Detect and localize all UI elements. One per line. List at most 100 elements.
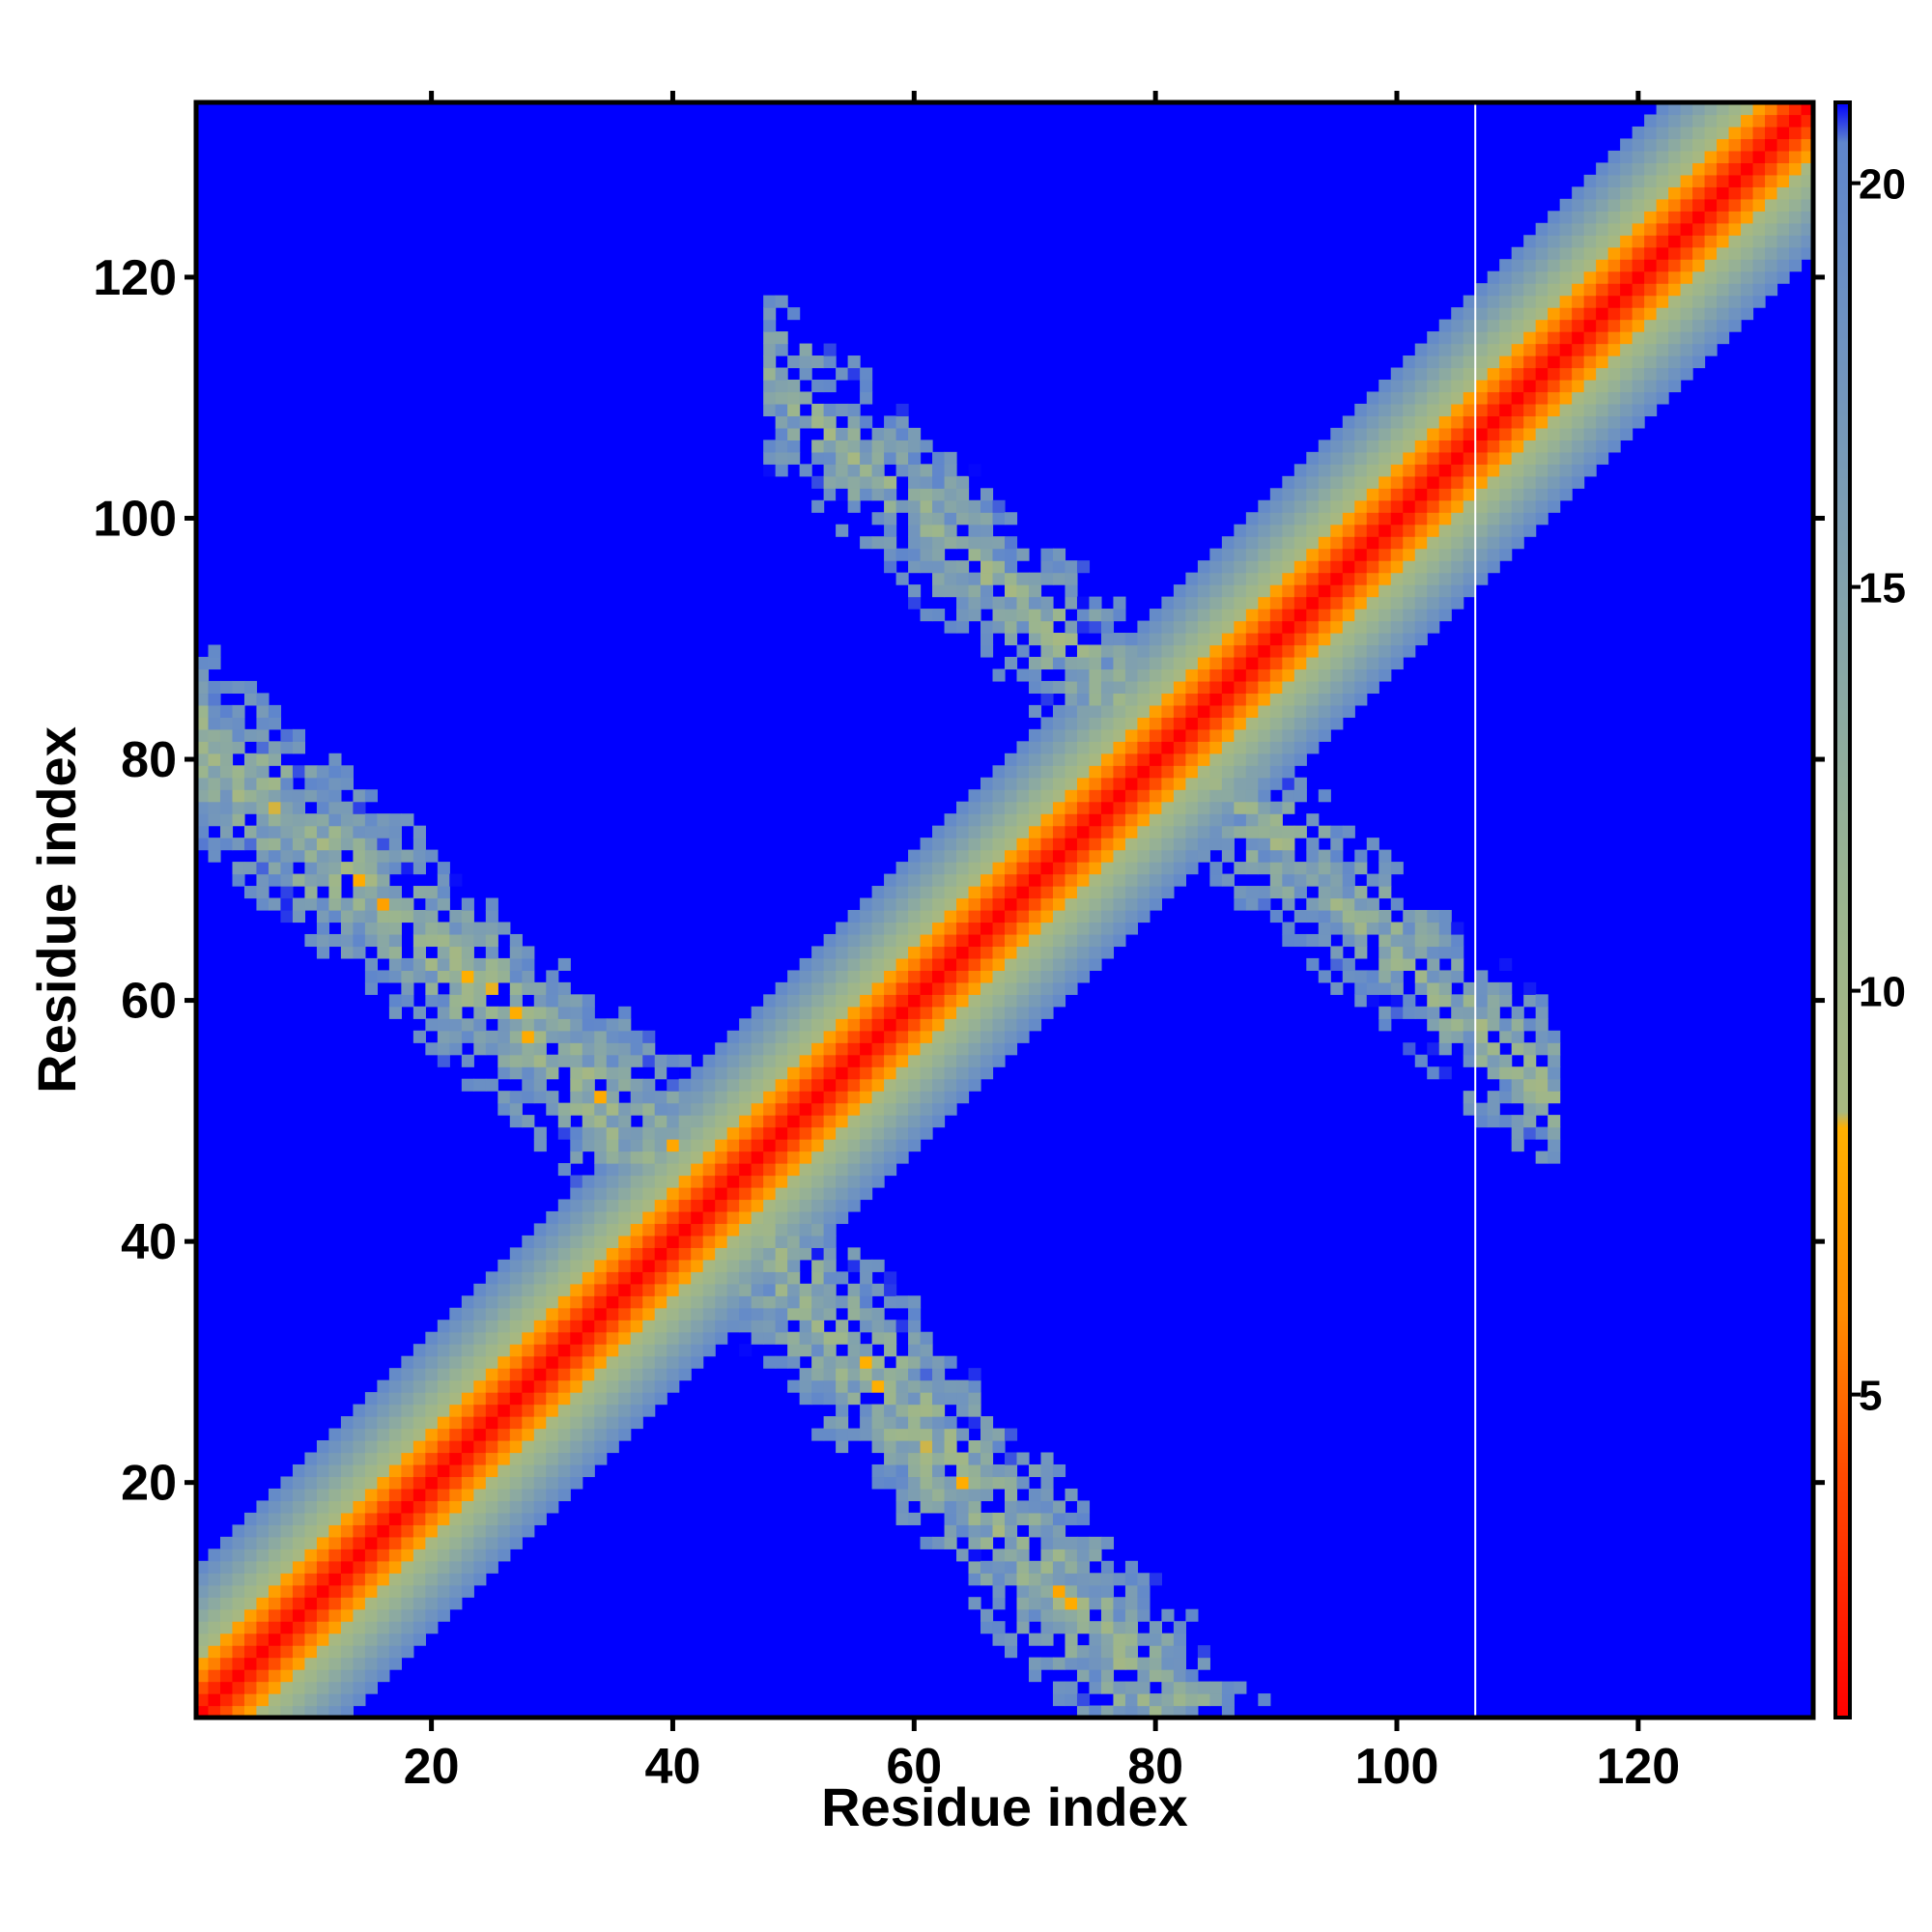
heatmap-cell [944,488,957,501]
heatmap-cell [980,1066,994,1080]
heatmap-cell [811,1210,825,1225]
heatmap-cell [570,1054,583,1067]
heatmap-cell [1052,1597,1066,1610]
heatmap-cell [1607,259,1621,272]
heatmap-cell [557,1463,571,1478]
heatmap-cell [1173,789,1186,803]
heatmap-cell [630,1344,643,1357]
heatmap-cell [1717,114,1730,128]
heatmap-cell [1656,367,1669,381]
heatmap-cell [763,1235,777,1248]
heatmap-cell [726,1295,740,1309]
heatmap-cell [1065,946,1078,959]
heatmap-cell [811,1355,825,1369]
heatmap-cell [437,1500,450,1514]
heatmap-cell [1318,536,1331,550]
heatmap-cell [775,1102,788,1116]
heatmap-cell [1040,693,1054,706]
heatmap-cell [667,1271,680,1285]
heatmap-cell [1318,584,1331,598]
heatmap-cell [726,1066,740,1080]
heatmap-cell [1717,211,1730,224]
heatmap-cell [1269,572,1283,585]
heatmap-cell [292,1669,306,1683]
heatmap-cell [606,1320,619,1333]
heatmap-cell [895,440,909,453]
heatmap-cell [1414,910,1428,923]
heatmap-cell [497,1512,511,1525]
heatmap-cell [1378,1018,1392,1032]
heatmap-cell [353,1597,366,1610]
heatmap-cell [364,1548,378,1562]
heatmap-cell [1005,862,1018,875]
heatmap-cell [691,1186,704,1201]
heatmap-cell [836,1428,849,1441]
heatmap-cell [256,1645,270,1659]
heatmap-cell [1149,886,1162,899]
heatmap-cell [243,680,258,695]
heatmap-cell [1245,849,1259,863]
heatmap-cell [1741,162,1754,176]
heatmap-cell [847,957,861,971]
heatmap-cell [654,1259,668,1272]
heatmap-cell [630,1392,643,1406]
heatmap-cell [1005,1428,1018,1441]
heatmap-cell [1293,488,1307,501]
heatmap-cell [763,1223,777,1236]
heatmap-cell [1221,789,1235,803]
heatmap-cell [1028,957,1042,971]
heatmap-cell [606,1151,619,1164]
heatmap-cell [1005,849,1018,863]
heatmap-cell [473,1379,487,1393]
heatmap-cell [208,1657,221,1670]
heatmap-cell [1668,259,1682,272]
heatmap-cell [1005,572,1018,585]
heatmap-cell [1293,717,1307,730]
heatmap-cell [1427,933,1440,948]
heatmap-cell [1005,536,1018,550]
heatmap-cell [232,765,245,779]
heatmap-cell [1378,849,1392,863]
heatmap-cell [691,1151,704,1164]
heatmap-cell [715,1331,728,1345]
heatmap-cell [1390,1006,1404,1019]
heatmap-cell [388,1608,402,1622]
heatmap-cell [1548,415,1561,429]
heatmap-cell [219,789,234,803]
heatmap-cell [425,1452,439,1465]
heatmap-cell [1523,994,1537,1008]
heatmap-cell [461,1488,474,1502]
heatmap-cell [570,1247,583,1261]
heatmap-cell [1052,933,1066,948]
heatmap-cell [1366,488,1379,501]
heatmap-cell [292,1560,306,1574]
heatmap-cell [1752,270,1766,284]
heatmap-cell [1342,620,1355,634]
heatmap-cell [1330,488,1344,501]
heatmap-cell [256,1512,270,1525]
heatmap-cell [1197,728,1210,742]
heatmap-cell [1438,609,1452,622]
heatmap-cell [1100,1621,1115,1634]
heatmap-cell [1511,1078,1524,1092]
heatmap-cell [871,970,885,983]
heatmap-cell [1741,270,1754,284]
heatmap-cell [1620,427,1634,440]
heatmap-cell [497,1404,511,1417]
heatmap-cell [630,1331,643,1345]
heatmap-cell [1113,741,1126,754]
heatmap-cell [1258,777,1271,790]
heatmap-cell [522,1476,535,1490]
heatmap-cell [1717,138,1730,152]
heatmap-cell [1306,741,1320,754]
heatmap-cell [1572,403,1585,417]
heatmap-cell [654,1054,668,1067]
heatmap-cell [667,1344,680,1357]
plot-frame [193,99,1816,1720]
heatmap-cell [1100,1669,1115,1683]
heatmap-cell [968,825,981,838]
heatmap-cell [1234,1681,1247,1694]
heatmap-cell [1065,584,1078,598]
heatmap-cell [1499,536,1513,550]
heatmap-cell [1427,403,1440,417]
